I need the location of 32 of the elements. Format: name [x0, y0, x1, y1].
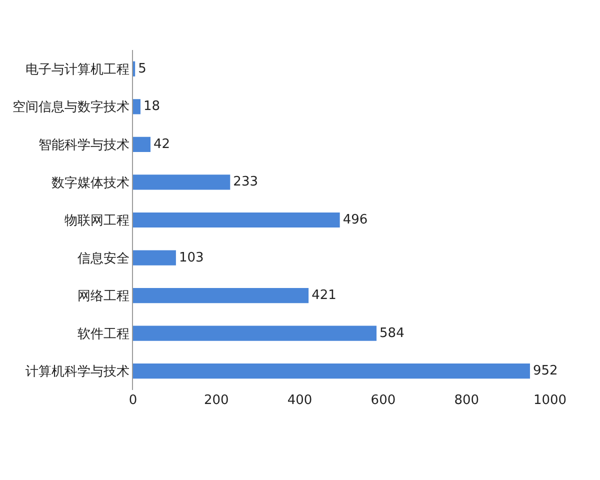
y-tick-label: 物联网工程 [64, 214, 130, 229]
y-tick-label: 空间信息与数字技术 [12, 99, 130, 116]
bar [133, 99, 141, 114]
data-label: 584 [380, 326, 404, 341]
data-label: 952 [532, 364, 558, 379]
data-label: 421 [312, 288, 336, 304]
x-tick-label: 200 [204, 393, 229, 408]
x-tick-label: 1000 [533, 393, 567, 408]
y-tick-label: 电子与计算机工程 [25, 62, 130, 78]
x-tick-label: 800 [454, 393, 480, 408]
bar [133, 288, 309, 304]
data-label: 42 [154, 136, 170, 152]
bar [133, 250, 176, 266]
y-tick-label: 智能科学与技术 [38, 138, 130, 153]
y-tick-label: 软件工程 [77, 326, 130, 342]
bar [133, 364, 530, 379]
bar [133, 212, 340, 228]
x-tick-label: 400 [287, 393, 312, 408]
data-label: 18 [144, 99, 160, 114]
y-tick-label: 计算机科学与技术 [25, 364, 130, 380]
data-label: 103 [178, 250, 204, 266]
bar [133, 136, 151, 152]
x-tick-label: 600 [370, 393, 396, 408]
bar [133, 174, 230, 190]
bar [133, 326, 377, 341]
y-tick-label: 网络工程 [77, 289, 130, 304]
data-label: 233 [233, 174, 258, 190]
y-tick-label: 数字媒体技术 [51, 174, 130, 191]
data-label: 496 [342, 212, 368, 228]
y-tick-label: 信息安全 [77, 250, 130, 266]
data-label: 5 [138, 61, 146, 76]
x-tick-label: 0 [128, 393, 138, 408]
